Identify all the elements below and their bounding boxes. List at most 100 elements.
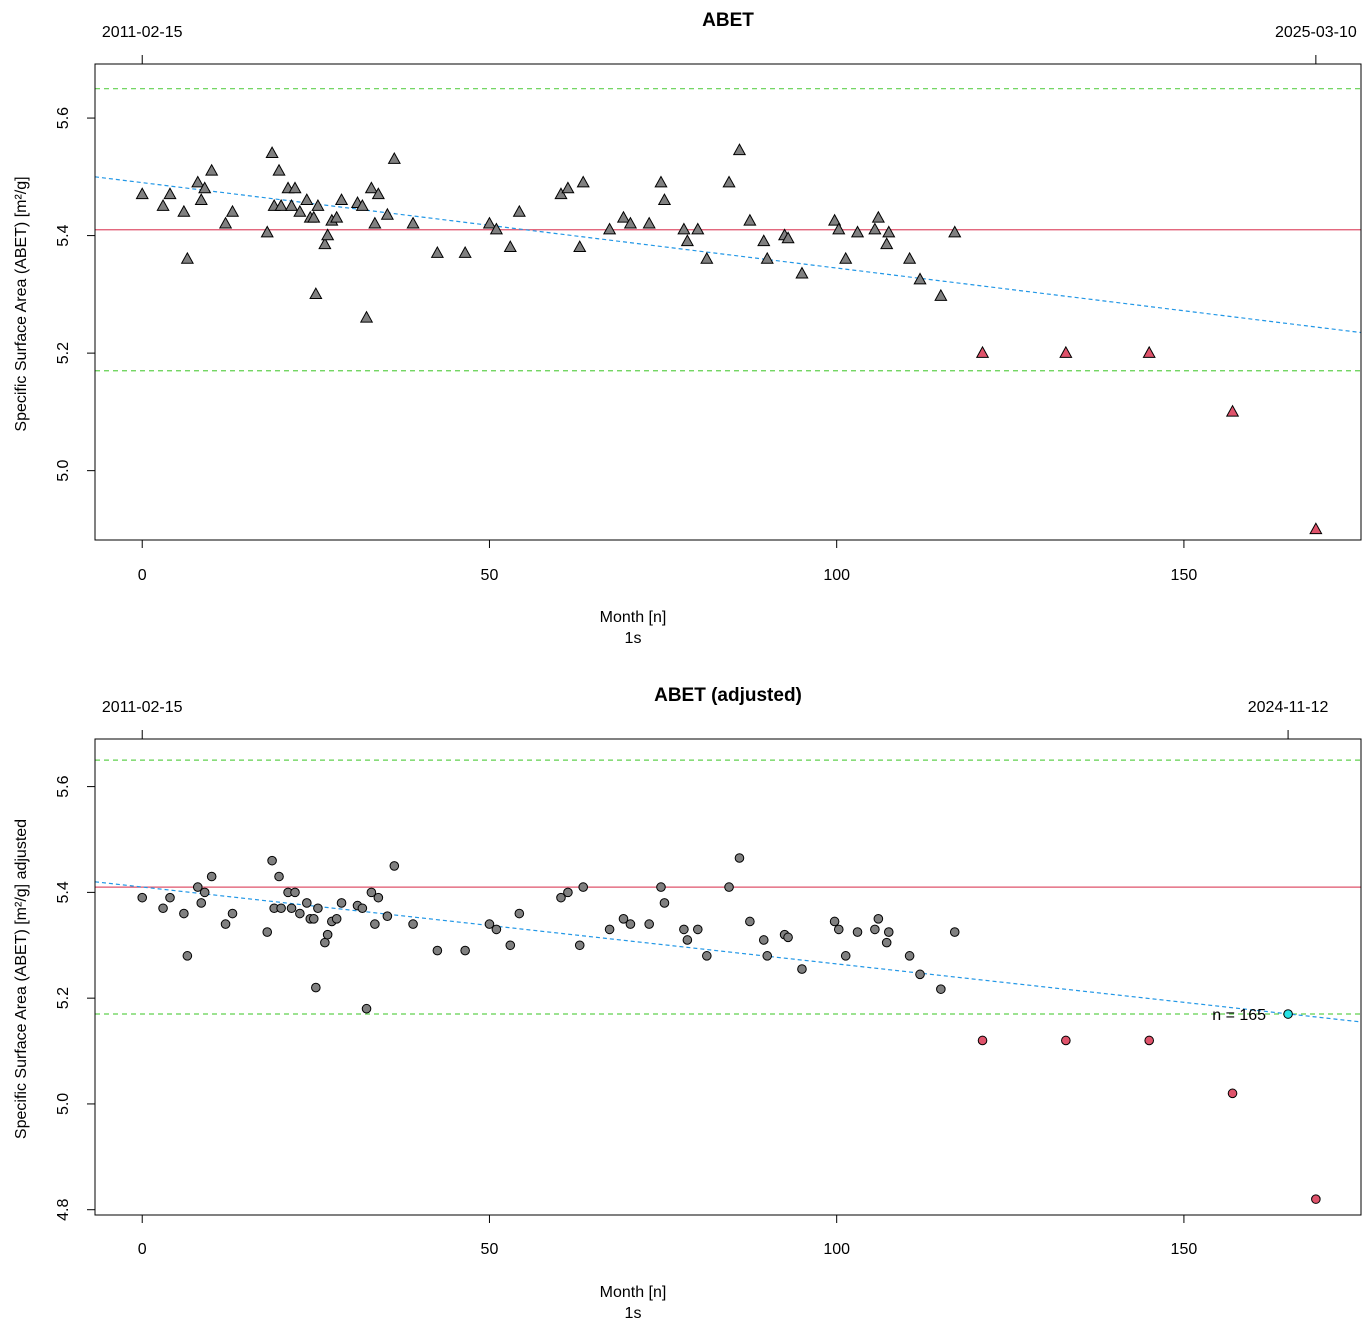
data-point bbox=[225, 204, 240, 217]
current-point bbox=[1283, 1009, 1293, 1019]
data-point bbox=[677, 222, 691, 235]
data-point bbox=[484, 919, 495, 929]
x-tick-label: 150 bbox=[1171, 1241, 1198, 1258]
data-point bbox=[380, 207, 394, 220]
y-tick-label: 4.8 bbox=[55, 1198, 72, 1220]
data-point bbox=[642, 216, 656, 229]
x-tick-label: 0 bbox=[138, 567, 147, 584]
data-point bbox=[262, 927, 273, 937]
data-point bbox=[286, 903, 297, 914]
data-point bbox=[576, 175, 590, 188]
x-axis-label: Month [n] bbox=[600, 609, 667, 626]
data-point bbox=[795, 266, 809, 279]
data-point bbox=[881, 937, 892, 948]
top-right-date-label: 2025-03-10 bbox=[1275, 24, 1357, 41]
data-point bbox=[682, 935, 693, 945]
x-axis-sublabel: 1s bbox=[625, 630, 642, 647]
data-point bbox=[934, 288, 948, 301]
data-point bbox=[692, 924, 703, 935]
data-point bbox=[318, 237, 332, 250]
y-tick-label: 5.6 bbox=[55, 107, 72, 129]
data-point bbox=[883, 927, 894, 937]
data-point bbox=[313, 903, 323, 914]
data-point bbox=[679, 924, 689, 935]
data-point bbox=[840, 951, 851, 961]
data-point bbox=[290, 887, 300, 898]
data-point bbox=[321, 228, 335, 241]
trend-line bbox=[94, 176, 1362, 334]
data-point bbox=[307, 210, 321, 223]
data-point bbox=[623, 216, 638, 229]
panel-1: ABET 2011-02-15 2025-03-10 0 50 100 150 5.0 5.2 5… bbox=[13, 10, 1362, 647]
outlier-point bbox=[1061, 1035, 1071, 1046]
data-point bbox=[430, 245, 444, 258]
data-point bbox=[206, 871, 217, 882]
data-point bbox=[382, 911, 393, 921]
plot-frame bbox=[94, 63, 1362, 541]
data-point bbox=[265, 146, 279, 159]
trend-line bbox=[94, 881, 1362, 1023]
data-point bbox=[330, 210, 344, 223]
data-point bbox=[505, 940, 516, 951]
data-point bbox=[295, 908, 305, 919]
data-point bbox=[288, 181, 302, 194]
data-point bbox=[389, 861, 400, 871]
data-point bbox=[554, 187, 568, 200]
data-point bbox=[135, 187, 149, 200]
top-left-date-label: 2011-02-15 bbox=[102, 24, 183, 41]
data-point bbox=[220, 919, 231, 929]
data-point bbox=[758, 935, 769, 945]
data-point bbox=[654, 175, 668, 188]
data-point bbox=[199, 887, 210, 898]
x-tick-label: 0 bbox=[138, 1241, 147, 1258]
data-point bbox=[691, 222, 705, 235]
data-point bbox=[563, 887, 573, 898]
x-axis-label: Month [n] bbox=[600, 1284, 667, 1301]
outlier-point bbox=[1311, 1194, 1321, 1204]
y-tick-label: 5.6 bbox=[55, 775, 72, 797]
data-point bbox=[852, 927, 863, 937]
x-tick-label: 50 bbox=[481, 1241, 499, 1258]
data-point bbox=[359, 310, 374, 323]
data-point bbox=[158, 903, 168, 914]
data-point bbox=[659, 898, 670, 908]
data-point bbox=[949, 927, 960, 937]
data-point bbox=[408, 919, 418, 929]
data-point bbox=[267, 855, 277, 866]
data-point bbox=[331, 914, 342, 924]
data-point bbox=[602, 222, 617, 235]
x-tick-label: 100 bbox=[823, 1241, 850, 1258]
data-point bbox=[361, 1003, 372, 1014]
data-point bbox=[191, 175, 205, 188]
data-point bbox=[760, 251, 774, 264]
outlier-point bbox=[1309, 522, 1323, 535]
y-tick-label: 5.0 bbox=[55, 459, 72, 481]
outlier-point bbox=[1225, 404, 1240, 417]
data-point bbox=[783, 932, 793, 943]
y-tick-label: 5.0 bbox=[55, 1093, 72, 1115]
data-point bbox=[272, 163, 286, 176]
outlier-point bbox=[1144, 1035, 1154, 1046]
data-point bbox=[512, 204, 526, 217]
data-point bbox=[873, 914, 884, 924]
data-point bbox=[311, 982, 321, 993]
data-point bbox=[293, 204, 307, 217]
data-point bbox=[489, 222, 503, 235]
data-point bbox=[913, 272, 927, 285]
data-point bbox=[832, 222, 846, 235]
y-axis-label: Specific Surface Area (ABET) [m²/g] adju… bbox=[13, 819, 30, 1139]
data-point bbox=[578, 882, 589, 892]
data-point bbox=[936, 984, 946, 994]
data-point bbox=[482, 216, 497, 229]
data-point bbox=[368, 216, 382, 229]
data-point bbox=[205, 163, 219, 176]
data-point bbox=[839, 251, 853, 264]
data-point bbox=[724, 882, 734, 892]
data-point bbox=[657, 193, 672, 206]
y-tick-label: 5.4 bbox=[55, 881, 72, 903]
data-point bbox=[644, 919, 654, 929]
data-point bbox=[734, 853, 745, 863]
data-point bbox=[227, 908, 238, 919]
data-point bbox=[284, 198, 299, 211]
data-point bbox=[156, 198, 170, 211]
